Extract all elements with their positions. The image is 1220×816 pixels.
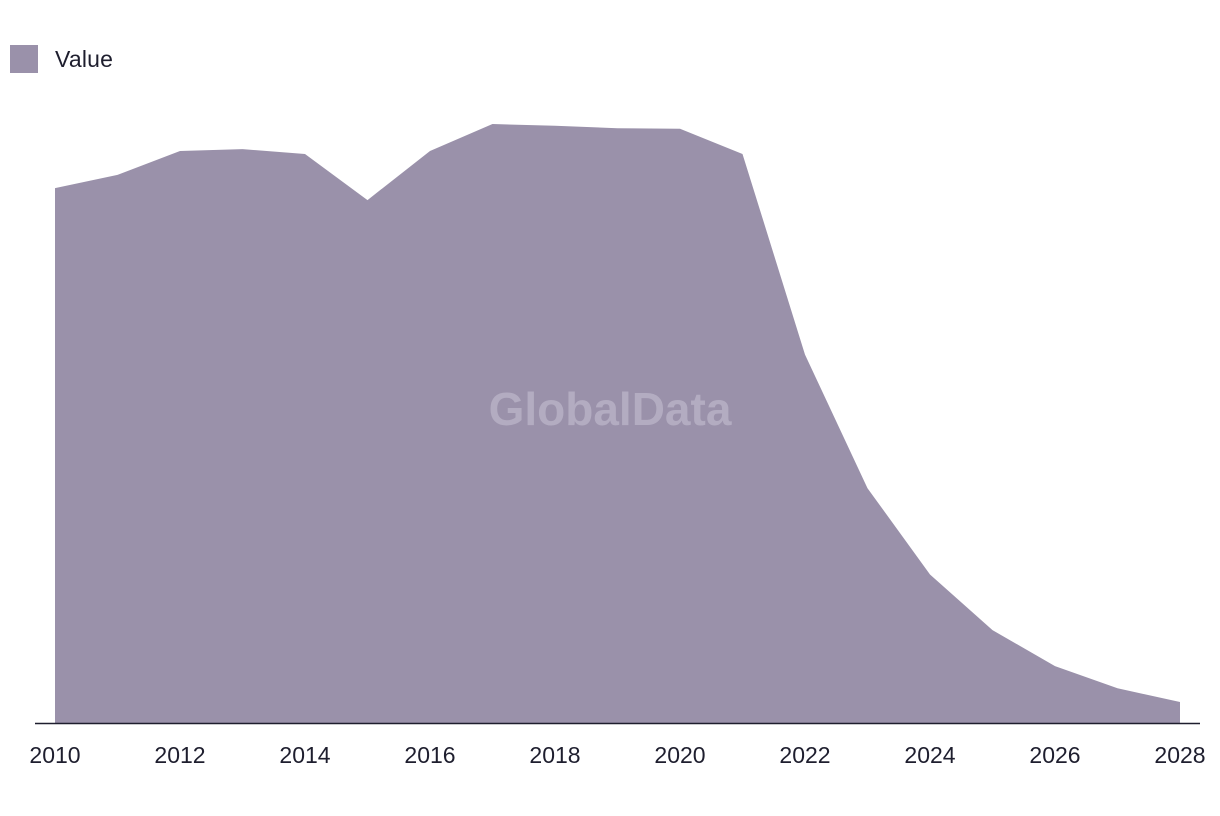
area-layer bbox=[55, 124, 1180, 723]
x-tick-label-2018: 2018 bbox=[529, 742, 580, 768]
x-tick-label-2010: 2010 bbox=[29, 742, 80, 768]
legend: Value bbox=[10, 44, 113, 74]
x-axis-ticks: 2010 2012 2014 2016 2018 2020 2022 2024 2026 2028 bbox=[29, 742, 1205, 768]
x-tick-label-2024: 2024 bbox=[904, 742, 955, 768]
x-tick-label-2016: 2016 bbox=[404, 742, 455, 768]
x-tick-label-2020: 2020 bbox=[654, 742, 705, 768]
x-tick-label-2022: 2022 bbox=[779, 742, 830, 768]
x-tick-label-2014: 2014 bbox=[279, 742, 330, 768]
legend-label-value: Value bbox=[55, 45, 114, 72]
watermark-text: GlobalData bbox=[489, 383, 732, 435]
x-tick-label-2026: 2026 bbox=[1029, 742, 1080, 768]
x-tick-label-2012: 2012 bbox=[154, 742, 205, 768]
area-series-0 bbox=[55, 124, 1180, 723]
x-tick-label-2028: 2028 bbox=[1154, 742, 1205, 768]
legend-swatch bbox=[10, 45, 38, 73]
